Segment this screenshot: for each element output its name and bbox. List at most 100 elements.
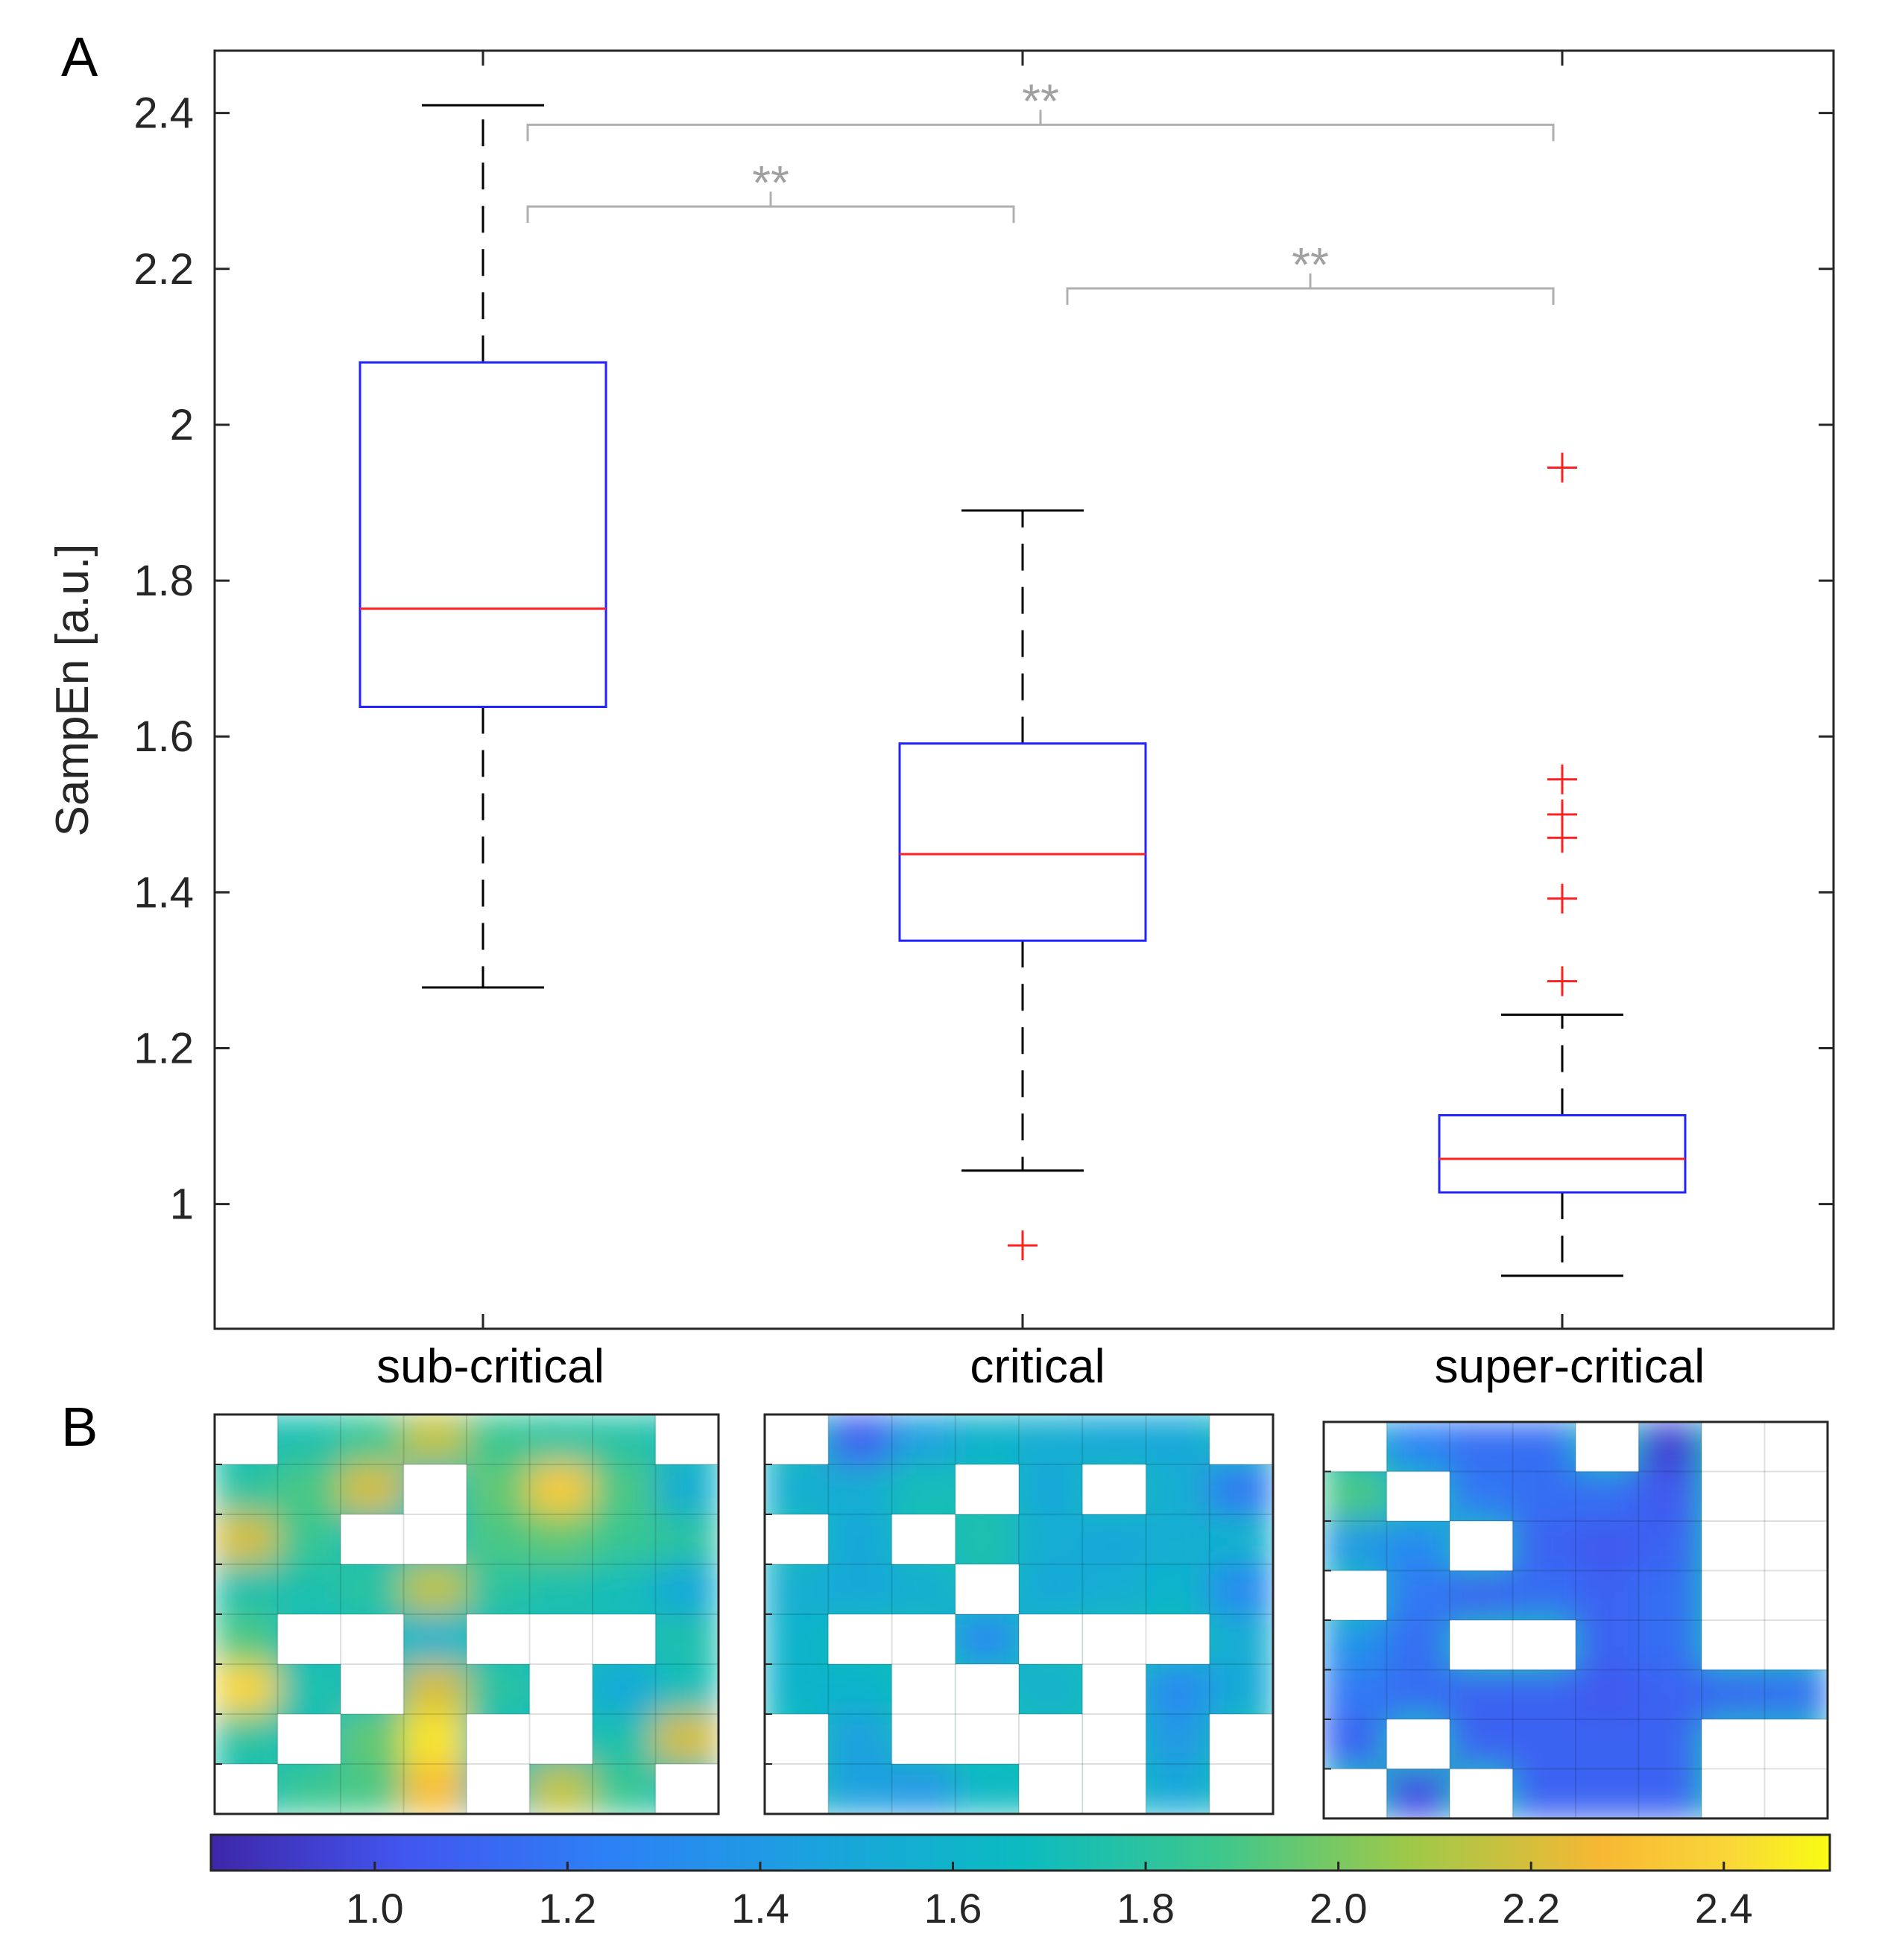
heatmap-cell: [1324, 1520, 1388, 1572]
heatmap-cell: [765, 1613, 830, 1665]
heatmap-empty-cell: [955, 1564, 1019, 1614]
heatmap-cell: [528, 1564, 593, 1615]
heatmap-cell: [466, 1414, 531, 1465]
heatmap-cell: [1512, 1569, 1576, 1621]
significance-brackets: ** ** **: [526, 74, 1555, 305]
colorbar-gradient: [209, 1833, 1831, 1872]
heatmap-empty-cell: [1450, 1521, 1513, 1571]
heatmap-empty-cell: [1702, 1768, 1765, 1818]
heatmap-empty-cell: [1702, 1620, 1765, 1670]
y-tick-label: 2.4: [133, 89, 194, 138]
heatmap-cell: [1018, 1564, 1084, 1615]
heatmap-frame: [213, 1413, 720, 1815]
box-series: [359, 104, 1687, 1277]
y-tick-label: 2: [170, 401, 194, 449]
heatmap-cell: [1145, 1763, 1210, 1814]
heatmap-empty-cell: [891, 1514, 956, 1564]
x-category-label: sub-critical: [376, 1339, 604, 1393]
heatmap-cell: [528, 1464, 593, 1515]
heatmap-cell: [1324, 1669, 1388, 1720]
heatmap-empty-cell: [955, 1464, 1019, 1514]
heatmap-cell: [1145, 1713, 1210, 1765]
significance-bracket: **: [1066, 238, 1555, 305]
heatmap-cell: [466, 1663, 531, 1715]
heatmap-cell: [1081, 1564, 1147, 1615]
heatmap-cell: [1208, 1613, 1273, 1665]
heatmap-empty-cell: [765, 1764, 829, 1814]
heatmap-empty-cell: [529, 1664, 593, 1714]
heatmap-empty-cell: [828, 1614, 892, 1664]
iqr-box: [898, 742, 1147, 942]
colorbar-tick-label: 2.2: [1502, 1885, 1560, 1932]
heatmap-cell: [402, 1763, 467, 1814]
heatmap-cell: [277, 1514, 341, 1565]
heatmap-empty-cell: [1764, 1422, 1828, 1472]
heatmap-empty-cell: [467, 1614, 530, 1664]
y-tick-label: 2.2: [133, 245, 194, 294]
heatmap-cell: [402, 1414, 467, 1465]
heatmap-cell: [277, 1763, 341, 1814]
heatmap-cell: [592, 1464, 657, 1515]
heatmap-empty-cell: [403, 1514, 467, 1564]
x-category-label: super-critical: [1435, 1339, 1705, 1393]
heatmap-cell: [654, 1613, 719, 1665]
heatmap-empty-cell: [1764, 1719, 1828, 1769]
heatmap-cell: [1638, 1669, 1702, 1720]
heatmap-cell: [340, 1564, 405, 1615]
heatmap-cell: [1145, 1564, 1210, 1615]
heatmap-empty-cell: [341, 1514, 404, 1564]
heatmap-cell: [1575, 1619, 1640, 1671]
heatmap-empty-cell: [277, 1714, 341, 1764]
heatmap-cell: [1018, 1464, 1084, 1515]
heatmap-cell: [1208, 1663, 1273, 1715]
x-category-label: critical: [970, 1339, 1105, 1393]
panel-label-a: A: [61, 26, 98, 88]
heatmap-empty-cell: [277, 1614, 341, 1664]
y-tick-label: 1.6: [133, 712, 194, 761]
heatmap-cell: [654, 1564, 719, 1615]
box-sub-critical: [359, 104, 607, 989]
y-tick-label: 1.8: [133, 557, 194, 605]
heatmap-cell: [528, 1414, 593, 1465]
heatmap-cell: [1638, 1569, 1702, 1621]
significance-bracket: **: [526, 156, 1015, 224]
heatmap-cell: [654, 1464, 719, 1515]
heatmap-empty-cell: [955, 1714, 1019, 1764]
heatmap-cell: [1575, 1470, 1640, 1522]
heatmap-cell: [827, 1514, 893, 1565]
heatmap-empty-cell: [655, 1764, 719, 1814]
heatmap-empty-cell: [1702, 1422, 1765, 1472]
heatmap-cell: [1208, 1464, 1273, 1515]
heatmap-cell: [827, 1564, 893, 1615]
heatmap-empty-cell: [1082, 1714, 1146, 1764]
heatmap-empty-cell: [1764, 1570, 1828, 1620]
heatmap-empty-cell: [765, 1414, 829, 1464]
heatmap-cell: [827, 1713, 893, 1765]
heatmap-cell: [402, 1613, 467, 1665]
colorbar-tick-label: 1.8: [1117, 1885, 1175, 1932]
heatmap-cell: [1638, 1422, 1702, 1473]
significance-label: **: [1022, 74, 1059, 127]
heatmap-empty-cell: [341, 1664, 404, 1714]
heatmap-empty-cell: [467, 1764, 530, 1814]
heatmap-cell: [340, 1464, 405, 1515]
heatmap-cell: [1081, 1414, 1147, 1465]
heatmap-cell: [1512, 1520, 1576, 1572]
y-tick-label: 1: [170, 1180, 194, 1229]
heatmap-cell: [654, 1514, 719, 1565]
outlier-marker: [1547, 883, 1577, 914]
heatmap-empty-cell: [529, 1714, 593, 1764]
heatmap-cell: [1386, 1520, 1450, 1572]
heatmap-empty-cell: [655, 1414, 719, 1464]
heatmap-empty-cell: [1702, 1570, 1765, 1620]
heatmap-empty-cell: [1450, 1620, 1513, 1670]
significance-label: **: [752, 156, 789, 209]
heatmap-empty-cell: [1146, 1614, 1210, 1664]
heatmap-cell: [277, 1564, 341, 1615]
heatmap-cell: [1575, 1520, 1640, 1572]
heatmap-cell: [1449, 1719, 1514, 1770]
heatmap-empty-cell: [1702, 1719, 1765, 1769]
outlier-marker: [1547, 799, 1577, 829]
heatmap-cell: [592, 1564, 657, 1615]
heatmap-frame: [763, 1413, 1275, 1815]
